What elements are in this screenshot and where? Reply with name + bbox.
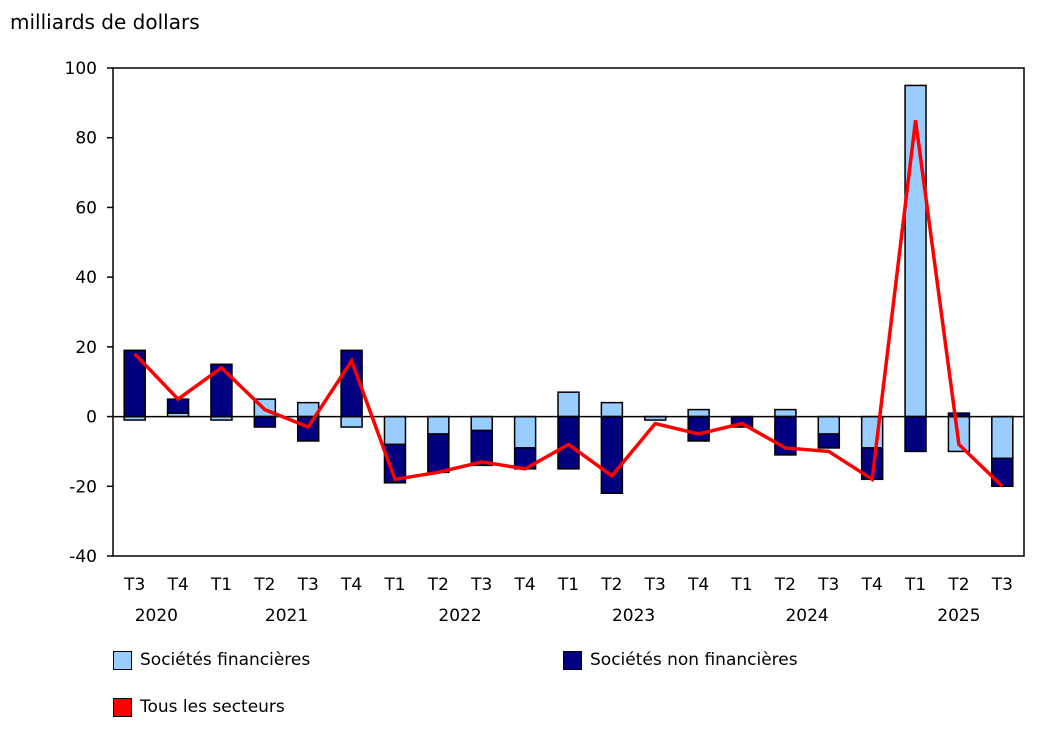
bar-financieres (340, 415, 363, 428)
bar-financieres (904, 84, 927, 418)
bar-non-financieres (904, 415, 927, 453)
x-tick-label: T2 (947, 575, 969, 595)
x-tick-label: T1 (210, 575, 232, 595)
bar-non-financieres (600, 415, 624, 495)
bar-non-financieres (427, 433, 450, 474)
legend-swatch-financieres (113, 650, 132, 670)
y-tick-label: 20 (75, 338, 97, 358)
year-label: 2022 (438, 606, 481, 626)
y-tick-label: 100 (65, 59, 97, 79)
x-tick-label: T2 (427, 575, 449, 595)
x-tick-label: T4 (166, 575, 188, 595)
x-tick-label: T1 (557, 575, 579, 595)
bar-non-financieres (687, 415, 710, 442)
legend-item-non-financieres: Sociétés non financières (563, 650, 798, 670)
legend-label: Tous les secteurs (140, 697, 285, 717)
x-tick-label: T3 (470, 575, 492, 595)
y-tick-label: 80 (75, 129, 97, 149)
bar-non-financieres (817, 433, 841, 449)
x-tick-label: T3 (817, 575, 839, 595)
bar-financieres (687, 408, 710, 418)
legend-label: Sociétés financières (140, 650, 311, 670)
year-label: 2020 (135, 606, 178, 626)
x-tick-label: T1 (730, 575, 752, 595)
legend-item-tous-secteurs: Tous les secteurs (113, 697, 285, 717)
year-label: 2023 (612, 606, 655, 626)
y-tick-label: 0 (86, 408, 97, 428)
x-tick-label: T3 (991, 575, 1013, 595)
legend-swatch-tous-secteurs (113, 697, 132, 717)
bar-financieres (513, 415, 537, 449)
line-tous-secteurs (133, 120, 1004, 488)
legend-item-financieres: Sociétés financières (113, 650, 310, 670)
y-axis-unit-label: milliards de dollars (10, 10, 200, 34)
bar-financieres (470, 415, 493, 432)
x-tick-label: T4 (514, 575, 536, 595)
x-tick-label: T3 (123, 575, 145, 595)
bar-financieres (557, 391, 580, 418)
bar-financieres (991, 415, 1014, 460)
y-tick-label: -20 (69, 477, 97, 497)
x-tick-label: T1 (383, 575, 405, 595)
bar-non-financieres (991, 457, 1014, 488)
bar-financieres (817, 415, 841, 435)
plot-frame (112, 67, 1025, 557)
x-tick-label: T2 (253, 575, 275, 595)
bar-non-financieres (470, 429, 493, 467)
x-tick-label: T3 (644, 575, 666, 595)
x-tick-label: T4 (340, 575, 362, 595)
legend-swatch-non-financieres (563, 650, 582, 670)
y-tick-label: 60 (75, 198, 97, 218)
bar-non-financieres (383, 443, 407, 484)
year-label: 2021 (265, 606, 308, 626)
bar-non-financieres (253, 415, 277, 428)
year-label: 2025 (937, 606, 980, 626)
bar-financieres (383, 415, 407, 446)
x-tick-label: T2 (774, 575, 796, 595)
x-tick-label: T1 (904, 575, 926, 595)
x-tick-label: T4 (861, 575, 883, 595)
bar-financieres (774, 408, 797, 418)
bar-financieres (427, 415, 450, 435)
x-tick-label: T2 (600, 575, 622, 595)
legend-label: Sociétés non financières (590, 650, 798, 670)
y-tick-label: 40 (75, 268, 97, 288)
year-label: 2024 (785, 606, 828, 626)
bar-financieres (600, 401, 624, 418)
x-tick-label: T3 (297, 575, 319, 595)
x-tick-label: T4 (687, 575, 709, 595)
y-tick-label: -40 (69, 547, 97, 567)
